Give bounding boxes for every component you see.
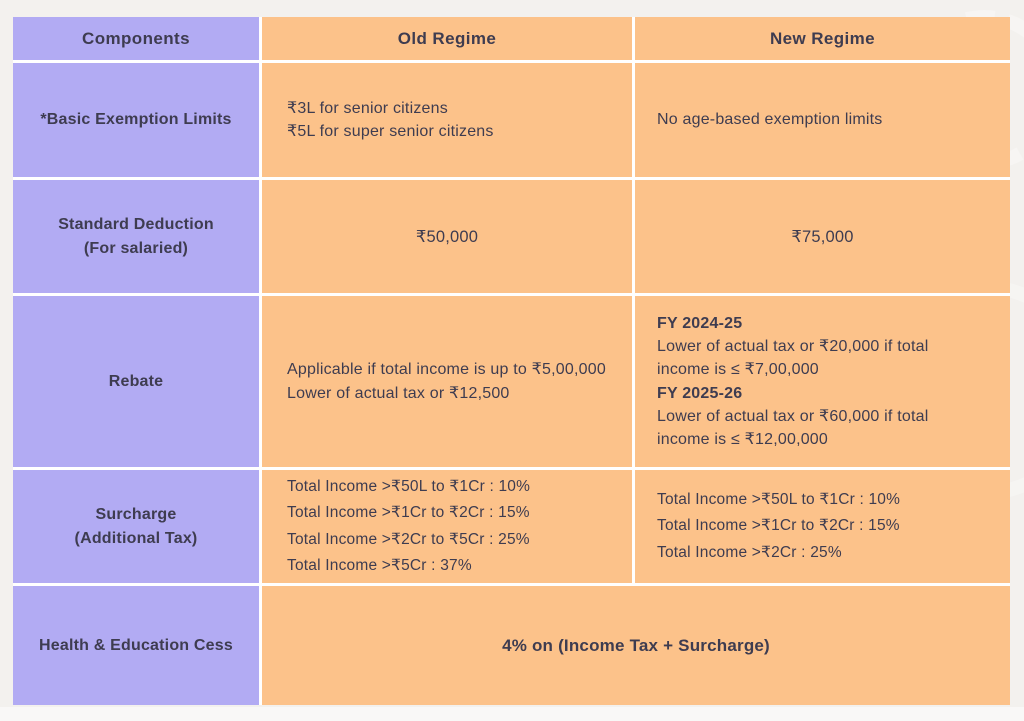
text-line: Total Income >₹2Cr to ₹5Cr : 25% xyxy=(287,530,530,548)
text-line: Lower of actual tax or ₹12,500 xyxy=(287,384,510,402)
tax-regime-comparison-table: Components Old Regime New Regime *Basic … xyxy=(13,17,1010,705)
row-basic-exemption-old-cell: ₹3L for senior citizens ₹5L for super se… xyxy=(262,63,632,177)
text-line: (For salaried) xyxy=(83,239,189,257)
text-line: ₹3L for senior citizens xyxy=(287,99,448,117)
row-standard-deduction-new-cell: ₹75,000 xyxy=(635,180,1010,293)
text-line: Total Income >₹50L to ₹1Cr : 10% xyxy=(657,491,901,509)
text-line: (Additional Tax) xyxy=(74,529,198,547)
row-rebate-new-cell: FY 2024-25 Lower of actual tax or ₹20,00… xyxy=(635,296,1010,467)
fy-2024-25-heading: FY 2024-25 xyxy=(657,314,743,332)
text-line: ₹5L for super senior citizens xyxy=(287,123,494,140)
text-line: Lower of actual tax or ₹60,000 if total … xyxy=(657,407,929,448)
row-rebate-label: Rebate xyxy=(13,296,259,467)
row-standard-deduction-label: Standard Deduction (For salaried) xyxy=(13,180,259,293)
text-line: Standard Deduction xyxy=(58,216,214,234)
text-line: Total Income >₹2Cr : 25% xyxy=(657,543,842,561)
text-line: Surcharge xyxy=(95,506,177,524)
header-old-regime: Old Regime xyxy=(262,17,632,60)
row-surcharge-old-cell: Total Income >₹50L to ₹1Cr : 10% Total I… xyxy=(262,470,632,583)
row-basic-exemption-new-cell: No age-based exemption limits xyxy=(635,63,1010,177)
header-components: Components xyxy=(13,17,259,60)
text-line: Total Income >₹1Cr to ₹2Cr : 15% xyxy=(657,517,900,535)
row-cess-value-cell: 4% on (Income Tax + Surcharge) xyxy=(262,586,1010,705)
text-line: No age-based exemption limits xyxy=(657,111,883,129)
row-surcharge-new-cell: Total Income >₹50L to ₹1Cr : 10% Total I… xyxy=(635,470,1010,583)
text-line: Total Income >₹50L to ₹1Cr : 10% xyxy=(287,478,531,496)
row-cess-label: Health & Education Cess xyxy=(13,586,259,705)
background-bottom-band xyxy=(0,707,1024,721)
row-standard-deduction-old-cell: ₹50,000 xyxy=(262,180,632,293)
text-line: Lower of actual tax or ₹20,000 if total … xyxy=(657,338,929,379)
text-line: Total Income >₹1Cr to ₹2Cr : 15% xyxy=(287,504,530,522)
fy-2025-26-heading: FY 2025-26 xyxy=(657,384,743,402)
header-new-regime: New Regime xyxy=(635,17,1010,60)
row-surcharge-label: Surcharge (Additional Tax) xyxy=(13,470,259,583)
row-rebate-old-cell: Applicable if total income is up to ₹5,0… xyxy=(262,296,632,467)
text-line: Total Income >₹5Cr : 37% xyxy=(287,556,472,574)
text-line: Applicable if total income is up to ₹5,0… xyxy=(287,361,606,379)
row-basic-exemption-label: *Basic Exemption Limits xyxy=(13,63,259,177)
